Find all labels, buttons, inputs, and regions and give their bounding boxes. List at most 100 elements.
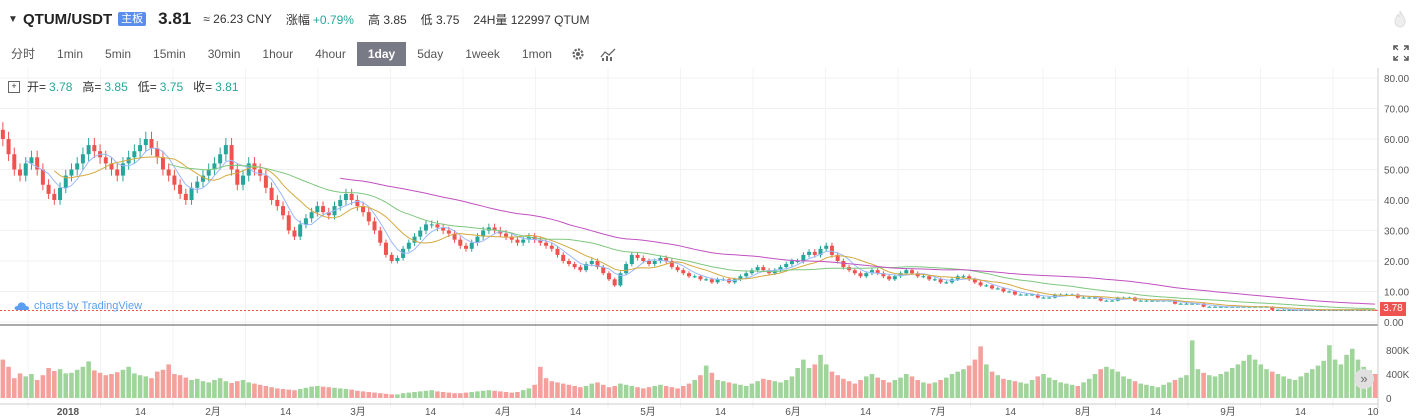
volume-bar (526, 388, 532, 398)
interval-1mon[interactable]: 1mon (521, 47, 552, 61)
candle-body (1030, 294, 1035, 296)
volume24h-value: 122997 QTUM (510, 12, 590, 27)
volume-bar (595, 382, 600, 398)
volume-bar (1241, 360, 1246, 398)
volume-bar (675, 388, 680, 398)
volume-bar (572, 386, 577, 398)
interval-toolbar: 分时 1min 5min 15min 30min 1hour 4hour 1da… (0, 40, 1419, 68)
volume-bar (921, 382, 926, 398)
candle-body (395, 257, 400, 261)
candle-body (166, 169, 171, 176)
interval-1day[interactable]: 1day (356, 42, 407, 66)
candle-body (35, 157, 40, 170)
candle-body (206, 169, 211, 176)
last-price: 3.81 (158, 9, 192, 28)
volume-bar (160, 369, 166, 398)
volume-bar (486, 390, 492, 398)
volume-bar (1372, 374, 1378, 398)
price-chart[interactable]: 80.00 70.00 60.00 50.00 40.00 30.00 20.00 10.00… (0, 68, 1419, 419)
candle-body (441, 227, 446, 231)
candle-body (160, 157, 165, 170)
volume-bar (457, 393, 463, 398)
volume-bar (1304, 372, 1309, 398)
volume-bar (97, 372, 103, 398)
candle-body (1018, 294, 1023, 296)
candle-body (1173, 300, 1178, 304)
high-value: 3.85 (383, 12, 407, 27)
volume-bar (1138, 383, 1143, 398)
candle-body (321, 206, 326, 213)
low-label: 低= (137, 80, 157, 94)
interval-5min[interactable]: 5min (105, 47, 132, 61)
candle-body (898, 273, 903, 277)
volume-bar (669, 387, 675, 398)
volume-bar (212, 380, 217, 398)
volume-bar (732, 383, 738, 398)
settings-gear-icon[interactable] (563, 42, 593, 66)
interval-30min[interactable]: 30min (207, 47, 241, 61)
interval-5day[interactable]: 5day (417, 47, 444, 61)
volume-bar (841, 378, 846, 398)
volume-bar (955, 371, 961, 398)
candle-body (784, 264, 789, 268)
volume-bar (120, 369, 126, 398)
high-label: 高 (367, 12, 380, 27)
volume-bar (475, 391, 480, 398)
candle-body (361, 206, 366, 213)
tradingview-watermark[interactable]: charts by TradingView (14, 300, 142, 312)
interval-fenshi[interactable]: 分时 (11, 47, 36, 61)
volume-bar (12, 378, 17, 398)
scroll-to-realtime-button[interactable]: » (1354, 369, 1374, 389)
candle-body (315, 206, 320, 213)
volume-bar (360, 391, 366, 398)
volume-bar (881, 380, 886, 398)
volume-bar (297, 389, 303, 398)
indicators-icon[interactable] (593, 42, 623, 66)
volume-bar (246, 382, 252, 398)
interval-4hour[interactable]: 4hour (315, 47, 346, 61)
volume-bar (1235, 364, 1241, 398)
candle-body (75, 163, 80, 170)
fullscreen-icon[interactable] (1393, 45, 1409, 61)
candle-body (446, 230, 451, 234)
interval-1week[interactable]: 1week (465, 47, 500, 61)
candle-body (995, 288, 1000, 290)
change-value: +0.79% (312, 12, 354, 27)
volume-bar (515, 392, 520, 398)
candle-body (549, 245, 554, 249)
pair-name[interactable]: QTUM/USDT (23, 10, 113, 28)
volume-bar (166, 364, 171, 398)
volume-bar (903, 374, 909, 398)
ma10-line (53, 156, 1376, 311)
time-tick-label: 14 (280, 407, 292, 418)
expand-icon[interactable]: + (8, 80, 20, 93)
candle-body (544, 242, 549, 246)
volume-bar (452, 393, 457, 398)
candle-body (298, 224, 303, 237)
chevron-down-icon[interactable]: ▼ (8, 13, 18, 25)
time-tick-label: 5月 (640, 406, 656, 418)
volume-bar (1292, 380, 1298, 398)
candle-body (172, 175, 177, 185)
interval-1hour[interactable]: 1hour (262, 47, 294, 61)
candle-body (1098, 297, 1103, 301)
interval-15min[interactable]: 15min (153, 47, 186, 61)
volume-bar (818, 354, 823, 398)
candle-body (366, 212, 371, 222)
volume-bar (778, 382, 783, 398)
volume-bar (618, 383, 623, 398)
volume-bar (761, 378, 766, 398)
time-tick-label: 10 (1367, 407, 1379, 418)
price-tick-label: 30.00 (1384, 227, 1409, 238)
candle-body (555, 248, 560, 255)
volume-bar (984, 364, 989, 398)
interval-1min[interactable]: 1min (57, 47, 84, 61)
candle-body (1144, 300, 1149, 302)
candle-body (921, 276, 926, 278)
volume-bar (440, 392, 446, 398)
volume-bar (143, 376, 149, 398)
candle-body (423, 224, 428, 231)
candle-body (195, 181, 200, 188)
high-stat: 高 3.85 (368, 11, 407, 28)
volume-bar (1029, 380, 1035, 398)
